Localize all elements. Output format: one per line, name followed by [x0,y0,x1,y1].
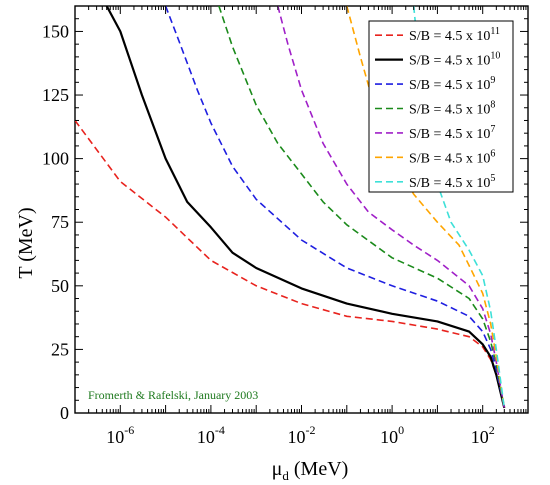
series-line-1 [105,6,506,409]
y-tick-label: 100 [42,149,69,169]
legend-label-3: S/B = 4.5 x 108 [409,100,495,118]
legend-box [368,20,514,193]
legend-label-1: S/B = 4.5 x 1010 [409,51,500,69]
series-line-0 [75,120,506,409]
legend-label-6: S/B = 4.5 x 105 [409,173,495,191]
x-tick-label: 102 [471,423,495,447]
y-tick-label: 150 [42,21,69,41]
annotation: Fromerth & Rafelski, January 2003 [88,388,258,402]
y-tick-label: 75 [51,212,69,232]
y-tick-label: 0 [60,403,69,423]
x-axis-title: μd (MeV) [272,458,349,483]
x-tick-label: 10-6 [106,423,134,447]
series-line-5 [346,6,506,409]
x-axis-title-subscript: d [282,468,289,483]
x-axis-title-unit: (MeV) [289,458,348,480]
y-tick-label: 50 [51,276,69,296]
y-tick-label: 125 [42,85,69,105]
y-tick-label: 25 [51,339,69,359]
legend: S/B = 4.5 x 1011 S/B = 4.5 x 1010 S/B = 4.… [368,20,514,193]
legend-label-0: S/B = 4.5 x 1011 [409,26,500,44]
x-tick-label: 100 [380,423,404,447]
series-line-2 [164,6,506,409]
series-line-4 [277,6,506,409]
y-axis-title: T (MeV) [15,207,37,278]
series-line-3 [218,6,506,409]
x-tick-label: 10-4 [197,423,225,447]
legend-label-5: S/B = 4.5 x 106 [409,148,495,166]
series-line-6 [412,6,506,409]
x-axis-title-main: μ [272,458,283,480]
legend-label-4: S/B = 4.5 x 107 [409,124,495,142]
x-tick-label: 10-2 [288,423,316,447]
legend-label-2: S/B = 4.5 x 109 [409,75,495,93]
